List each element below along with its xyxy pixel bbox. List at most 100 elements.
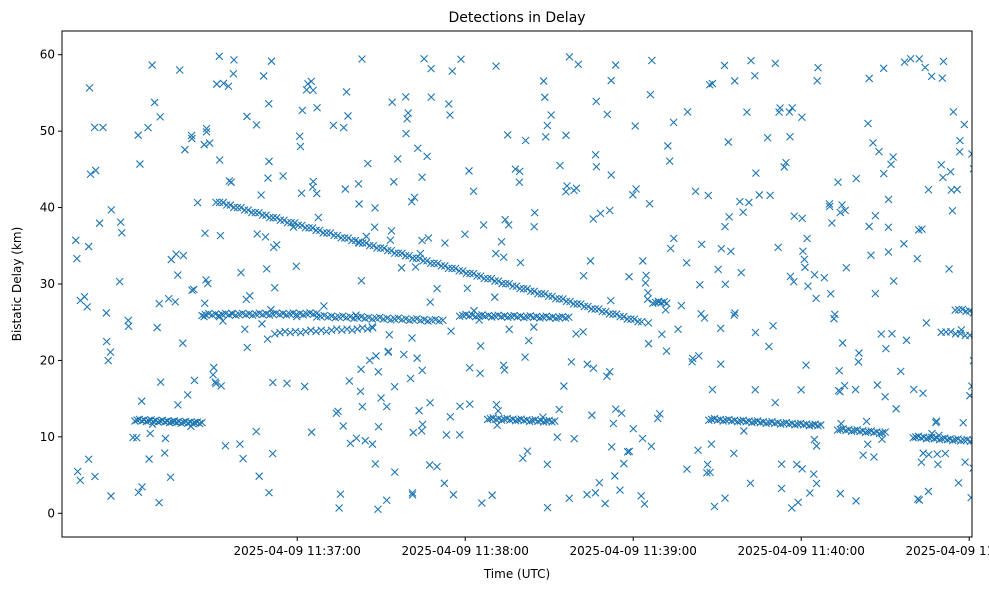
detection-point [145,455,153,463]
detection-point [800,255,809,264]
detection-point [694,351,703,360]
y-axis-ticks: 0 10 20 30 40 50 60 [40,48,62,520]
detection-point [462,269,471,278]
detection-point [134,488,143,497]
detection-point [592,162,601,171]
detection-point [797,385,806,394]
detection-point [539,77,548,85]
detection-point [750,71,759,80]
detection-point [437,261,446,270]
detection-point [697,240,706,249]
detection-point [229,69,238,78]
detection-point [470,306,478,315]
detection-point [804,282,812,290]
detection-point [544,292,553,301]
detection-point [423,256,431,265]
detection-point [556,161,564,170]
detection-point [812,442,821,450]
detection-point [368,322,377,331]
detection-point [939,57,948,66]
detection-point [825,202,834,211]
detection-point [263,335,272,344]
detection-point [265,157,273,166]
detection-point [820,273,829,282]
detection-point [418,236,426,245]
detection-point [233,203,242,212]
detection-point [357,365,365,374]
detection-point [380,244,388,253]
detection-point [301,223,310,232]
detection-point [363,159,372,168]
detection-point [816,421,825,429]
detection-point [493,421,502,430]
detection-point [433,284,441,293]
detection-point [369,241,378,250]
detection-point [789,277,798,286]
detection-point [117,228,126,237]
detection-point [735,197,744,206]
detection-point [456,402,464,411]
y-tick-label: 10 [40,430,55,444]
detection-point [648,299,657,308]
detection-point [161,434,170,443]
detection-point [355,200,363,208]
detection-point [948,206,957,215]
detection-point [587,411,596,420]
detection-point [780,163,789,171]
detection-point [591,488,600,497]
detection-point [751,385,760,394]
detection-point [209,363,218,372]
detection-point [683,465,691,473]
detection-point [887,160,895,169]
detection-point [637,317,646,326]
detection-point [924,185,933,194]
detection-point [841,206,850,215]
detection-point [870,453,878,461]
detection-point [900,58,909,67]
detection-point [539,413,547,422]
detection-point [272,213,281,222]
detection-point [859,451,868,459]
detection-point [838,201,846,209]
detection-point [559,295,567,303]
detection-point [882,344,890,353]
detection-point [361,436,370,445]
detection-point [362,232,371,241]
detection-point [458,267,467,275]
detection-point [215,52,224,61]
detection-point [259,72,268,80]
detection-point [827,219,836,227]
detection-point [586,257,595,265]
detection-point [202,127,211,136]
detection-point [771,398,780,407]
detection-point [762,419,771,428]
detection-point [337,233,346,242]
detection-point [499,361,508,370]
detection-point [511,416,520,425]
detection-point [336,490,345,498]
detection-point [798,214,807,223]
detection-point [494,277,503,286]
detection-point [616,312,625,321]
detection-point [200,312,208,321]
detection-point [374,367,383,376]
detection-point [501,215,510,224]
detection-point [307,77,316,86]
detection-point [719,417,728,425]
detection-point [641,279,650,287]
detection-point [136,160,144,168]
detection-point [721,494,729,502]
detection-point [927,72,936,81]
detection-point [503,130,512,139]
detection-point [339,123,348,132]
detection-point [537,289,546,298]
detection-point [342,87,351,96]
detection-point [584,302,592,311]
detection-points [71,52,972,514]
detection-point [654,298,663,306]
detection-point [948,436,957,445]
detection-point [217,381,226,390]
detection-point [289,223,298,231]
detection-point [919,389,927,398]
detection-point [106,348,115,357]
